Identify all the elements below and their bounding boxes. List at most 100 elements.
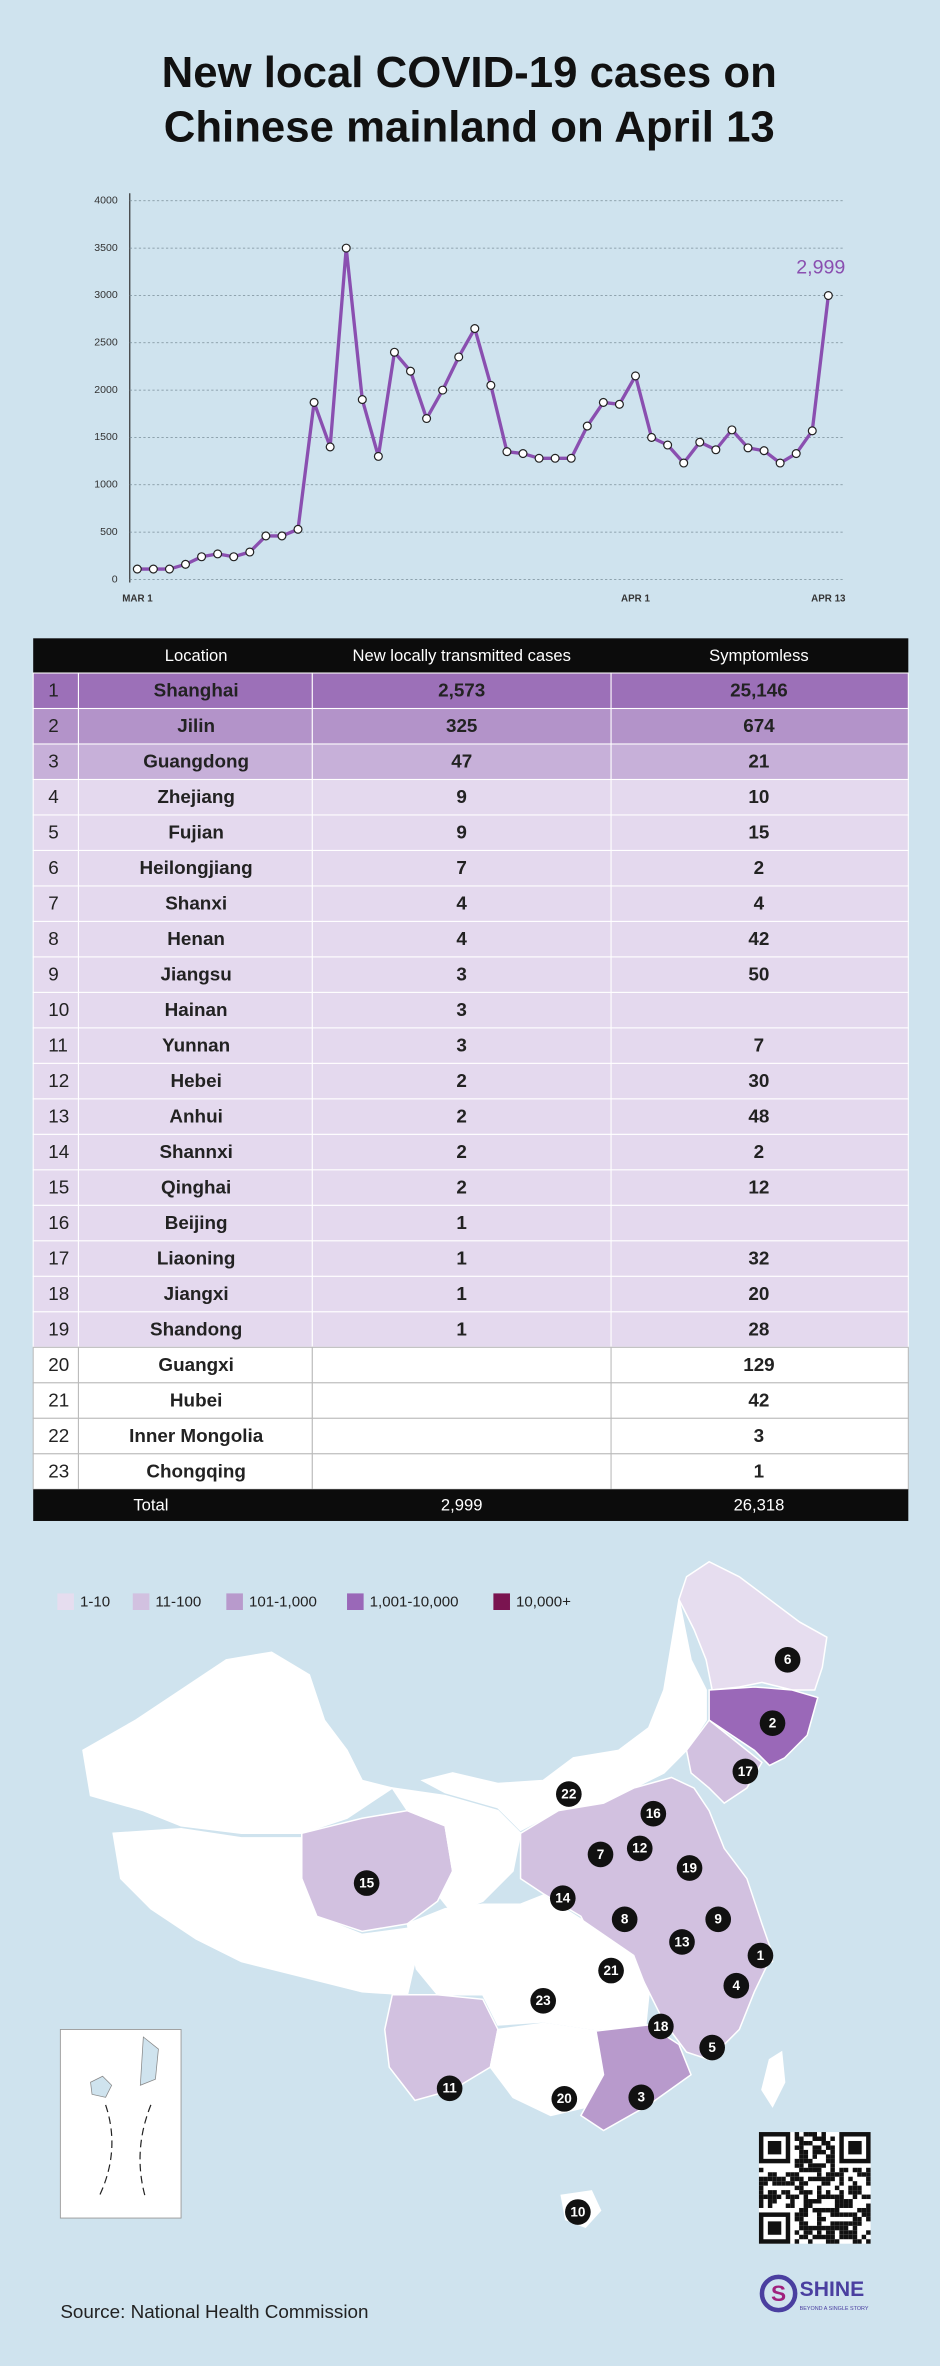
rank: 9 [48, 963, 59, 984]
location: Chongqing [146, 1460, 246, 1481]
count: 2 [456, 1176, 467, 1197]
qr-module [848, 2199, 853, 2204]
logo: S SHINE BEYOND A SINGLE STORY [759, 2274, 869, 2313]
marker [587, 1841, 614, 1868]
qr-module [803, 2212, 809, 2217]
table-cell [311, 1062, 612, 1100]
point [454, 352, 464, 362]
count: 3 [456, 999, 467, 1020]
qr-module [812, 2167, 818, 2173]
qr-module [790, 2176, 795, 2182]
qr-module [817, 2199, 822, 2204]
table-cell [32, 778, 79, 816]
qr-module [794, 2158, 800, 2164]
qr-module [857, 2239, 862, 2244]
y-tick-label: 3000 [94, 289, 118, 301]
qr-module [825, 2230, 831, 2235]
point [630, 371, 641, 381]
qr-module [799, 2176, 804, 2182]
qr-module [794, 2132, 800, 2137]
qr-module [794, 2194, 800, 2200]
marker-label: 15 [359, 1875, 375, 1890]
qr-module [794, 2230, 800, 2235]
point [213, 549, 223, 559]
qr-module [848, 2185, 853, 2191]
marker-label: 13 [674, 1934, 690, 1949]
qr-module [825, 2145, 831, 2150]
qr-finder [767, 2140, 782, 2155]
qr-module [799, 2136, 804, 2141]
qr-module [817, 2225, 822, 2231]
table-cell [610, 991, 909, 1029]
count: 42 [748, 928, 769, 949]
rank: 11 [48, 1034, 68, 1055]
point [759, 446, 769, 456]
table-cell [32, 1204, 79, 1242]
qr-module [825, 2239, 831, 2244]
header-cell: New locally transmitted cases [353, 646, 571, 665]
logo-icon [759, 2274, 798, 2313]
point [679, 458, 689, 468]
table-cell [32, 1382, 79, 1419]
qr-module [839, 2234, 844, 2240]
qr-module [843, 2221, 849, 2226]
qr-module [839, 2212, 844, 2217]
qr-module [767, 2203, 773, 2208]
qr-module [843, 2199, 849, 2204]
point [502, 447, 512, 457]
table-cell [610, 1098, 909, 1135]
marker [676, 1855, 703, 1881]
rank: 8 [48, 928, 59, 949]
qr-module [830, 2149, 835, 2155]
location: Inner Mongolia [129, 1425, 264, 1446]
qr-module [861, 2194, 867, 2200]
point [711, 445, 721, 455]
count: 30 [748, 1070, 769, 1091]
qr-module [821, 2163, 826, 2168]
marker-label: 2 [769, 1715, 777, 1730]
qr-module [834, 2225, 840, 2231]
qr-module [803, 2230, 809, 2235]
qr-module [857, 2216, 862, 2222]
point [422, 413, 432, 424]
count: 129 [743, 1354, 774, 1375]
qr-module [817, 2230, 822, 2235]
marker [705, 1906, 732, 1933]
qr-module [857, 2185, 862, 2191]
rank: 14 [48, 1141, 69, 1162]
count: 47 [451, 750, 472, 771]
table-cell [77, 778, 313, 816]
table-cell [77, 1311, 313, 1348]
location: Jiangxi [164, 1283, 229, 1304]
count: 20 [748, 1283, 769, 1304]
count: 4 [456, 928, 467, 949]
marker [640, 1800, 667, 1827]
qr-module [817, 2185, 822, 2191]
table-cell [311, 1346, 612, 1384]
qr-module [839, 2221, 844, 2226]
qr-module [830, 2136, 835, 2141]
table-header [33, 638, 909, 674]
rank: 6 [48, 857, 59, 878]
table-cell [311, 1382, 612, 1419]
qr-module [839, 2203, 844, 2208]
point [550, 453, 560, 463]
data-label: 2,999 [796, 257, 845, 279]
qr-module [817, 2221, 822, 2226]
qr-module [794, 2176, 800, 2182]
qr-module [772, 2172, 777, 2177]
header-cell: Symptomless [709, 646, 809, 665]
qr-module [852, 2167, 858, 2173]
qr-module [808, 2239, 813, 2244]
qr-module [794, 2136, 800, 2141]
location: Shanghai [154, 679, 239, 700]
qr-module [852, 2234, 858, 2240]
point [647, 432, 657, 442]
marker [598, 1957, 624, 1984]
location: Hubei [170, 1389, 222, 1410]
qr-module [821, 2207, 826, 2213]
qr-module [767, 2172, 773, 2177]
count: 2,573 [438, 679, 485, 700]
qr-module [772, 2194, 777, 2200]
table-cell [77, 1133, 313, 1171]
